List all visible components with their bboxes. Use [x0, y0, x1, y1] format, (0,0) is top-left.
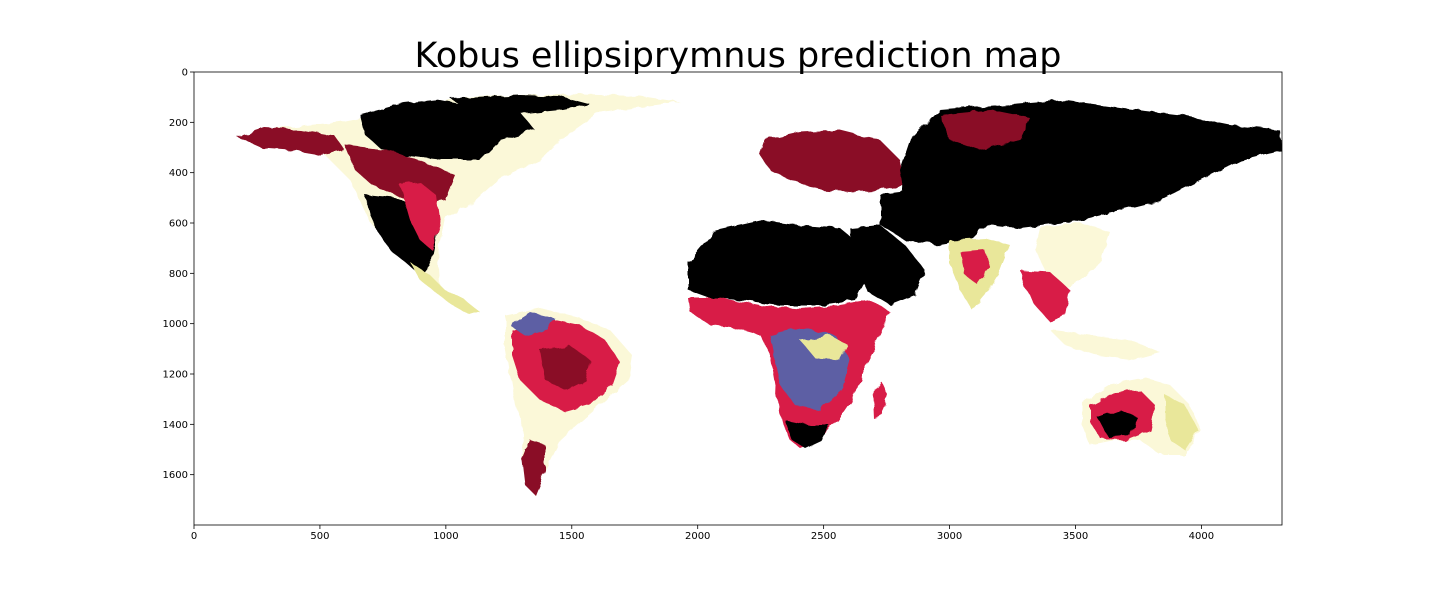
x-axis: 0 500 1000 1500 2000 2500 3000 3500 4000	[191, 525, 1214, 542]
region-asia-tundra	[940, 110, 1030, 150]
region-cerrado	[510, 312, 555, 336]
x-tick-label: 3500	[1063, 531, 1088, 542]
y-axis: 0 200 400 600 800 1000 1200 1400 1600	[163, 68, 194, 481]
axes-frame	[193, 71, 1283, 526]
region-china-east	[1035, 222, 1110, 290]
y-tick-label: 1400	[163, 420, 188, 431]
chart-title: Kobus ellipsiprymnus prediction map	[414, 36, 1062, 76]
region-southeast-asia	[1020, 270, 1070, 322]
region-europe	[760, 130, 905, 192]
region-asia-center	[880, 190, 990, 245]
x-tick-label: 1500	[559, 531, 584, 542]
region-australia-east	[1165, 395, 1198, 450]
region-usa-east	[400, 182, 440, 250]
y-tick-label: 800	[169, 269, 188, 280]
region-alaska	[237, 128, 345, 155]
region-amazon-core	[540, 346, 590, 390]
x-tick-label: 1000	[433, 531, 458, 542]
y-tick-label: 1000	[163, 319, 188, 330]
y-tick-label: 1600	[163, 470, 188, 481]
region-arctic-islands	[450, 95, 590, 114]
region-australia-desert	[1098, 410, 1138, 437]
prediction-raster	[237, 94, 1282, 495]
region-sahara	[688, 220, 865, 305]
region-east-africa	[800, 335, 848, 360]
x-tick-label: 3000	[937, 531, 962, 542]
region-arabia	[850, 225, 925, 305]
y-tick-label: 1200	[163, 370, 188, 381]
region-india-core	[960, 250, 990, 285]
y-tick-label: 200	[169, 118, 188, 129]
region-north-america-tundra	[237, 94, 680, 285]
x-tick-label: 0	[191, 531, 197, 542]
y-tick-label: 400	[169, 168, 188, 179]
region-patagonia	[522, 440, 545, 495]
region-southern-africa	[785, 420, 830, 448]
region-madagascar	[872, 382, 888, 418]
x-tick-label: 4000	[1189, 531, 1214, 542]
y-tick-label: 600	[169, 219, 188, 230]
region-north-america-arctic	[360, 100, 535, 160]
x-tick-label: 500	[310, 531, 329, 542]
x-tick-label: 2500	[811, 531, 836, 542]
y-tick-label: 0	[182, 68, 188, 79]
x-tick-label: 2000	[685, 531, 710, 542]
region-indonesia	[1050, 330, 1160, 360]
region-mexico	[410, 262, 480, 315]
